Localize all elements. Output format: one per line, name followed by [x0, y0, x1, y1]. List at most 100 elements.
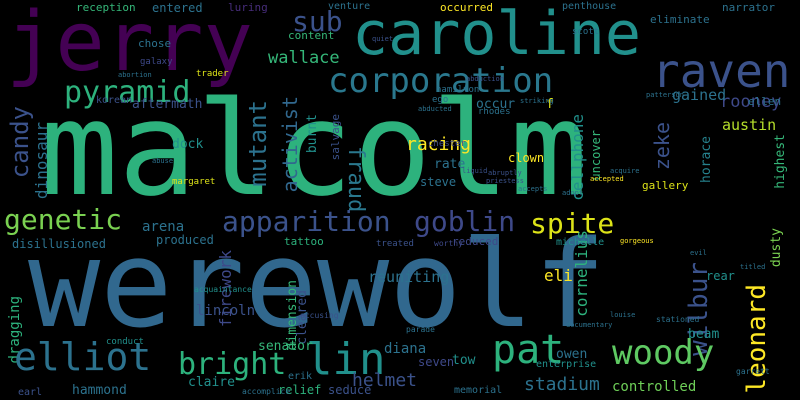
cloud-word: gallery — [642, 179, 689, 192]
cloud-word: hamilton — [436, 85, 480, 95]
cloud-word: activist — [278, 96, 302, 193]
cloud-word: genetic — [4, 203, 123, 236]
cloud-word: rear — [706, 269, 735, 283]
cloud-word: eli — [544, 266, 573, 285]
cloud-word: fraud — [343, 146, 368, 213]
cloud-word: patterson — [646, 91, 684, 99]
cloud-word: helmet — [352, 370, 418, 391]
cloud-word: priestess — [486, 177, 524, 185]
cloud-word: malcolm — [40, 73, 588, 225]
cloud-word: accomplice — [242, 387, 291, 396]
cloud-word: apparition — [222, 205, 391, 238]
cloud-word: leonard — [742, 284, 772, 394]
cloud-word: occur — [476, 97, 516, 112]
cloud-word: salvage — [329, 114, 342, 161]
cloud-word: worthy — [434, 239, 463, 248]
cloud-word: luring — [228, 1, 268, 14]
cloud-word: tattoo — [284, 235, 324, 248]
cloud-word: accepts — [518, 185, 548, 193]
cloud-word: austin — [722, 116, 777, 134]
cloud-word: liquid — [462, 167, 488, 175]
cloud-word: steve — [420, 175, 457, 189]
cloud-word: venture — [328, 1, 371, 12]
cloud-word: seven — [418, 355, 455, 369]
cloud-word: evil — [690, 249, 707, 257]
cloud-word: mutant — [244, 100, 272, 187]
cloud-word: quiet — [372, 35, 394, 43]
cloud-word: claire — [188, 375, 235, 390]
cloud-word: accepted — [590, 175, 624, 183]
cloud-word: abuse — [152, 157, 174, 165]
cloud-word: produced — [156, 233, 214, 247]
cloud-word: caroline — [352, 0, 641, 69]
cloud-word: content — [288, 29, 335, 42]
cloud-word: corporation — [328, 61, 554, 101]
cloud-word: spite — [530, 207, 615, 240]
cloud-word: disillusioned — [12, 237, 106, 251]
cloud-word: penthouse — [562, 1, 617, 12]
cloud-word: dusty — [769, 228, 784, 268]
cloud-word: relief — [278, 383, 322, 397]
cloud-word: treated — [376, 239, 414, 249]
cloud-word: stationed — [656, 315, 700, 324]
cloud-word: garrett — [736, 367, 770, 376]
cloud-word: burnt — [305, 114, 320, 154]
cloud-word: enterprise — [536, 359, 597, 370]
cloud-word: jerry — [6, 0, 253, 90]
cloud-word: documentary — [566, 321, 613, 329]
cloud-word: rooney — [720, 92, 782, 112]
cloud-word: sub — [292, 5, 343, 38]
cloud-word: parade — [406, 325, 435, 334]
cloud-word: highest — [773, 134, 788, 189]
cloud-word: michelle — [556, 237, 605, 248]
cloud-word: lin — [306, 334, 386, 385]
cloud-word: gorgeous — [620, 237, 654, 245]
cloud-word: pat — [492, 327, 565, 373]
cloud-word: clown — [508, 151, 545, 165]
cloud-word: reuniting — [368, 268, 450, 286]
cloud-word: horace — [699, 136, 714, 183]
cloud-word: rhodes — [478, 107, 511, 117]
cloud-word: striking — [520, 97, 554, 105]
cloud-word: racing — [406, 134, 472, 155]
cloud-word: ego — [432, 95, 449, 105]
cloud-word: zeke — [650, 122, 674, 171]
cloud-word: scott — [572, 27, 600, 37]
cloud-word: diana — [384, 341, 427, 357]
cloud-word: wallace — [268, 48, 340, 68]
cloud-word: f — [546, 97, 554, 112]
cloud-word: dock — [172, 137, 204, 152]
cloud-word: senator — [258, 339, 313, 354]
cloud-word: galaxy — [140, 57, 173, 67]
cloud-word: narrator — [722, 1, 775, 14]
cloud-word: raven — [652, 44, 791, 98]
cloud-word: abruptly — [488, 169, 522, 177]
cloud-word: entered — [152, 1, 203, 15]
cloud-word: earl — [18, 387, 43, 398]
cloud-word: accusing — [300, 311, 339, 320]
cloud-word: ellen — [748, 95, 782, 108]
cloud-word: bright — [178, 347, 287, 382]
cloud-word: trader — [196, 69, 229, 79]
cloud-word: stadium — [524, 374, 600, 395]
cloud-word: memorial — [454, 385, 503, 396]
cloud-word: acquire — [610, 167, 640, 175]
cloud-word: conduct — [106, 337, 144, 347]
cloud-word: margaret — [172, 177, 216, 187]
cloud-word: elliot — [14, 335, 152, 379]
cloud-word: rate — [434, 157, 466, 172]
cloud-word: aftermath — [132, 97, 203, 112]
cloud-word: candy — [6, 106, 34, 179]
cloud-word: hammond — [72, 383, 127, 398]
cloud-word: lincoln — [196, 303, 256, 319]
cloud-word: reception — [76, 1, 136, 14]
cloud-word: owen — [556, 347, 588, 362]
cloud-word: woody — [612, 333, 715, 373]
cloud-word: abducted — [418, 105, 452, 113]
cloud-word: titled — [740, 263, 766, 271]
cloud-word: controlled — [612, 379, 697, 395]
cloud-word: eliminate — [650, 13, 710, 26]
cloud-word: pyramid — [64, 75, 191, 110]
cloud-word: tow — [452, 353, 476, 368]
